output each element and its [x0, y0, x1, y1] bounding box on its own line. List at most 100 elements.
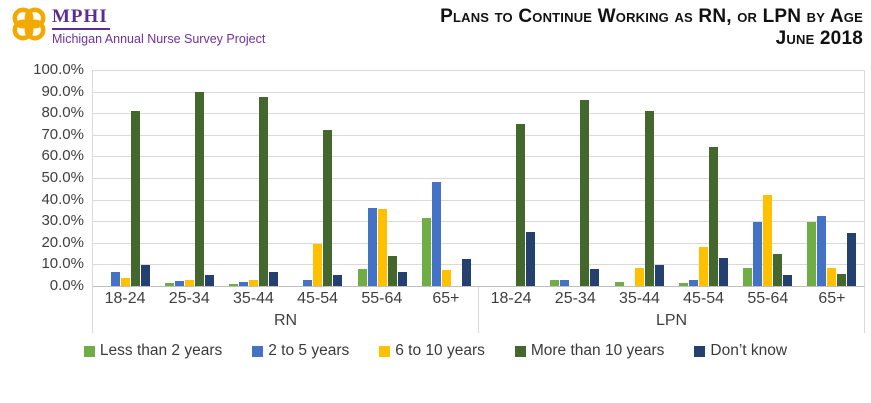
bar	[743, 268, 753, 286]
gridline	[93, 113, 864, 115]
y-tick-label: 0.0%	[49, 277, 84, 294]
bar	[421, 218, 431, 286]
legend-item: 6 to 10 years	[379, 342, 485, 360]
bar	[367, 208, 377, 286]
category-label: 45-54	[683, 290, 725, 307]
category-label: 55-64	[747, 290, 789, 307]
bar	[708, 147, 718, 286]
bar	[516, 124, 526, 286]
bar-group-rn-35-44	[222, 70, 286, 286]
bar-group-rn-65+	[414, 70, 478, 286]
gridline	[93, 70, 864, 71]
bar-group-lpn-55-64	[736, 70, 800, 286]
bar-group-lpn-18-24	[479, 70, 543, 286]
bar-group-lpn-65+	[800, 70, 864, 286]
category-label: 25-34	[168, 290, 210, 307]
bar-group-rn-18-24	[93, 70, 157, 286]
bar	[560, 280, 570, 286]
legend-item: More than 10 years	[514, 342, 665, 360]
legend-item: Don’t know	[694, 342, 787, 360]
bar	[313, 244, 323, 286]
plot-section-lpn	[479, 70, 865, 286]
legend-label: Less than 2 years	[99, 342, 223, 359]
mphi-logo: MPHI Michigan Annual Nurse Survey Projec…	[8, 4, 265, 51]
bar	[194, 92, 204, 286]
bar	[590, 269, 600, 286]
gridline	[93, 221, 864, 223]
bar	[718, 258, 728, 286]
category-label: 65+	[818, 290, 846, 307]
logo-text-column: MPHI Michigan Annual Nurse Survey Projec…	[52, 4, 265, 46]
category-row: 18-24 25-34 35-44 45-54 55-64 65+	[479, 287, 864, 308]
bar-group-lpn-45-54	[671, 70, 735, 286]
bar-group-rn-55-64	[350, 70, 414, 286]
legend-swatch	[252, 345, 264, 357]
bar	[753, 222, 763, 286]
legend-item: 2 to 5 years	[252, 342, 349, 360]
category-label: 35-44	[618, 290, 660, 307]
y-tick-label: 50.0%	[41, 169, 84, 186]
y-tick-label: 100.0%	[33, 61, 84, 78]
logo-subtitle: Michigan Annual Nurse Survey Project	[52, 32, 266, 46]
bar	[269, 272, 279, 286]
category-label: 25-34	[554, 290, 596, 307]
bar	[688, 280, 698, 286]
bar	[783, 275, 793, 286]
chart-title: Plans to Continue Working as RN, or LPN …	[440, 6, 863, 50]
legend-swatch	[514, 345, 526, 357]
y-tick-label: 70.0%	[41, 125, 84, 143]
header: MPHI Michigan Annual Nurse Survey Projec…	[0, 0, 871, 62]
bar	[333, 275, 343, 286]
bar	[634, 268, 644, 286]
bar-group-rn-25-34	[157, 70, 221, 286]
legend-swatch	[83, 345, 95, 357]
bar	[184, 280, 194, 286]
gridline	[93, 242, 864, 244]
legend-label: 2 to 5 years	[268, 342, 350, 359]
gridline	[93, 134, 864, 136]
gridline	[93, 199, 864, 201]
bar	[397, 272, 407, 286]
bar	[678, 283, 688, 286]
bar	[303, 280, 313, 286]
section-label: LPN	[655, 312, 688, 329]
bar	[614, 282, 624, 286]
bar	[120, 278, 130, 286]
bar	[526, 232, 536, 286]
category-label: 45-54	[297, 290, 339, 307]
bar	[323, 130, 333, 286]
category-label: 18-24	[104, 290, 146, 307]
bar	[239, 282, 249, 286]
bar	[441, 270, 451, 286]
legend-item: Less than 2 years	[83, 342, 223, 360]
category-row: 18-24 25-34 35-44 45-54 55-64 65+	[93, 287, 478, 308]
y-axis-labels: 100.0% 90.0% 80.0% 70.0% 60.0% 50.0% 40.0% 30.0…	[0, 61, 92, 294]
bar	[130, 111, 140, 286]
y-tick-label: 60.0%	[41, 147, 84, 165]
legend-label: Don’t know	[710, 342, 788, 359]
gridline	[93, 91, 864, 93]
bar	[644, 111, 654, 286]
legend-label: More than 10 years	[530, 342, 665, 359]
bar	[763, 195, 773, 286]
gridline	[93, 264, 864, 266]
bar	[773, 254, 783, 286]
bar	[174, 281, 184, 286]
bar	[357, 269, 367, 286]
bar	[431, 182, 441, 286]
legend-swatch	[379, 345, 391, 357]
bar	[259, 97, 269, 286]
axis-sections: 18-24 25-34 35-44 45-54 55-64 65+ RN 18-24 25-34…	[92, 287, 865, 333]
bar	[654, 265, 664, 286]
bar	[837, 274, 847, 286]
bar	[807, 222, 817, 286]
bar	[827, 268, 837, 286]
y-tick-label: 80.0%	[41, 104, 84, 122]
category-label: 55-64	[361, 290, 403, 307]
y-tick-label: 30.0%	[41, 212, 84, 230]
bar	[550, 280, 560, 286]
chart-plot-row: 100.0% 90.0% 80.0% 70.0% 60.0% 50.0% 40.0% 30.0…	[0, 61, 871, 294]
chart-title-line1: Plans to Continue Working as RN, or LPN …	[440, 6, 863, 27]
axis-section-lpn: 18-24 25-34 35-44 45-54 55-64 65+ LPN	[478, 287, 865, 333]
bar	[377, 209, 387, 286]
